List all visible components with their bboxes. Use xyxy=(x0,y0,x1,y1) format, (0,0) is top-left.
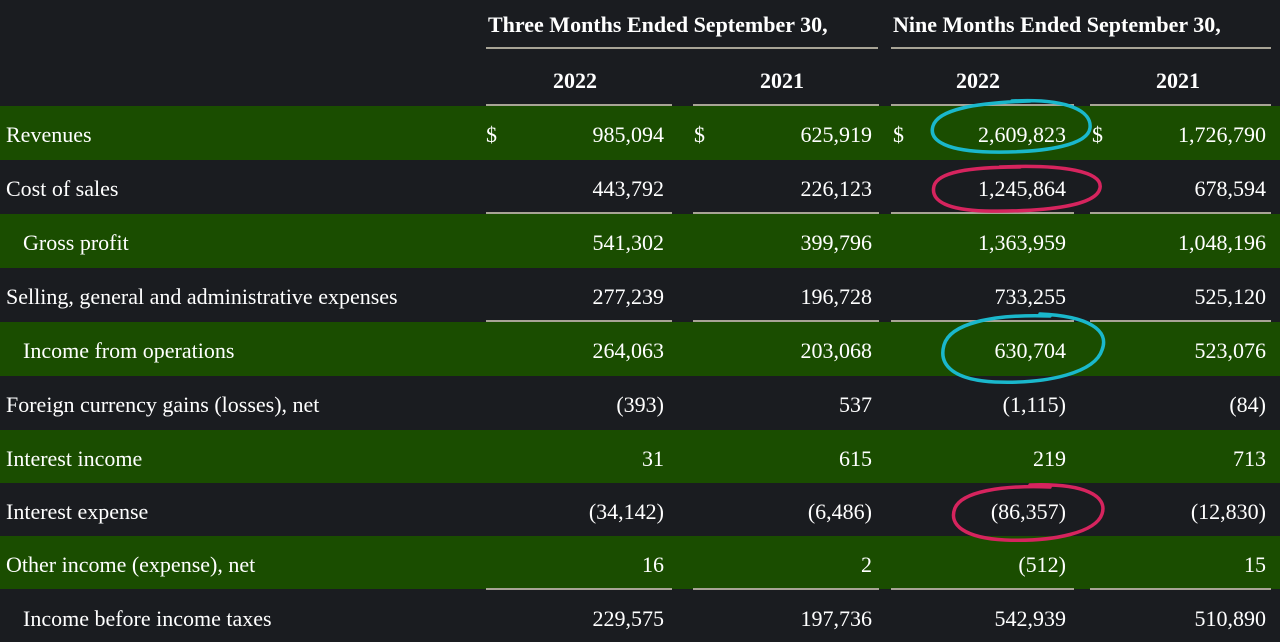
year-header-q-2022: 2022 xyxy=(553,68,597,93)
value-q-2022: 443,792 xyxy=(592,176,665,201)
value-nm-2022: 1,363,959 xyxy=(978,230,1066,255)
value-q-2022: (34,142) xyxy=(588,499,664,524)
currency-symbol: $ xyxy=(486,122,497,147)
value-nm-2022: 733,255 xyxy=(994,284,1067,309)
value-nm-2021: 1,048,196 xyxy=(1178,230,1266,255)
row-label: Foreign currency gains (losses), net xyxy=(6,392,320,417)
subtotal-rule-4 xyxy=(1090,212,1271,214)
value-nm-2022: 542,939 xyxy=(994,606,1067,631)
year-rule-1 xyxy=(486,104,672,106)
subtotal-rule-2 xyxy=(693,320,879,322)
value-q-2021: 615 xyxy=(839,446,872,471)
subtotal-rule-1 xyxy=(486,212,672,214)
table-row-income-from-operations: Income from operations 264,063 203,068 6… xyxy=(0,322,1280,376)
subtotal-rule-1 xyxy=(486,588,672,590)
value-q-2022: 985,094 xyxy=(592,122,665,147)
value-q-2022: 541,302 xyxy=(592,230,665,255)
table-row-revenues: Revenues $ 985,094 $ 625,919 $ 2,609,823… xyxy=(0,106,1280,160)
value-nm-2022: (86,357) xyxy=(990,499,1066,524)
table-row-foreign-currency: Foreign currency gains (losses), net (39… xyxy=(0,376,1280,430)
header-nine-months: Nine Months Ended September 30, xyxy=(893,12,1221,37)
header-rule-three-months xyxy=(486,47,878,49)
currency-symbol: $ xyxy=(694,122,705,147)
value-q-2021: 203,068 xyxy=(800,338,873,363)
year-header-q-2021: 2021 xyxy=(760,68,804,93)
value-q-2022: 229,575 xyxy=(592,606,665,631)
value-q-2021: (6,486) xyxy=(807,499,872,524)
table-row-sga: Selling, general and administrative expe… xyxy=(0,268,1280,322)
value-q-2021: 399,796 xyxy=(800,230,873,255)
table-row-interest-expense: Interest expense (34,142) (6,486) (86,35… xyxy=(0,483,1280,536)
value-nm-2021: 1,726,790 xyxy=(1178,122,1266,147)
currency-symbol: $ xyxy=(893,122,904,147)
year-rule-4 xyxy=(1090,104,1271,106)
subtotal-rule-3 xyxy=(891,212,1074,214)
value-q-2021: 196,728 xyxy=(800,284,873,309)
value-q-2022: 277,239 xyxy=(592,284,665,309)
table-row-other-income: Other income (expense), net 16 2 (512) 1… xyxy=(0,536,1280,589)
value-q-2022: 16 xyxy=(642,552,664,577)
value-q-2021: 537 xyxy=(839,392,872,417)
subtotal-rule-2 xyxy=(693,588,879,590)
year-header-nm-2021: 2021 xyxy=(1156,68,1200,93)
currency-symbol: $ xyxy=(1092,122,1103,147)
year-rule-2 xyxy=(693,104,879,106)
value-q-2021: 625,919 xyxy=(800,122,873,147)
subtotal-rule-2 xyxy=(693,212,879,214)
value-nm-2021: (12,830) xyxy=(1190,499,1266,524)
row-label: Other income (expense), net xyxy=(6,552,256,577)
subtotal-rule-3 xyxy=(891,588,1074,590)
value-nm-2022: 630,704 xyxy=(994,338,1067,363)
row-label: Income before income taxes xyxy=(23,606,272,631)
value-q-2022: 31 xyxy=(642,446,664,471)
subtotal-rule-1 xyxy=(486,320,672,322)
value-nm-2021: 15 xyxy=(1244,552,1266,577)
table-row-cost-of-sales: Cost of sales 443,792 226,123 1,245,864 … xyxy=(0,160,1280,214)
subtotal-rule-4 xyxy=(1090,588,1271,590)
subtotal-rule-4 xyxy=(1090,320,1271,322)
table-row-gross-profit: Gross profit 541,302 399,796 1,363,959 1… xyxy=(0,214,1280,268)
header-three-months: Three Months Ended September 30, xyxy=(488,12,828,37)
value-nm-2022: 1,245,864 xyxy=(978,176,1066,201)
row-label: Revenues xyxy=(6,122,92,147)
row-label: Income from operations xyxy=(23,338,235,363)
row-label: Interest expense xyxy=(6,499,149,524)
row-label: Cost of sales xyxy=(6,176,119,201)
year-header-nm-2022: 2022 xyxy=(956,68,1000,93)
value-nm-2022: 219 xyxy=(1033,446,1066,471)
value-q-2021: 197,736 xyxy=(800,606,873,631)
value-nm-2021: 525,120 xyxy=(1194,284,1267,309)
table-row-income-before-taxes: Income before income taxes 229,575 197,7… xyxy=(0,590,1280,642)
value-nm-2022: 2,609,823 xyxy=(978,122,1066,147)
value-nm-2021: (84) xyxy=(1229,392,1266,417)
value-q-2022: (393) xyxy=(616,392,664,417)
value-q-2022: 264,063 xyxy=(592,338,665,363)
row-label: Interest income xyxy=(6,446,143,471)
value-q-2021: 226,123 xyxy=(800,176,873,201)
value-nm-2022: (1,115) xyxy=(1002,392,1066,417)
row-label: Gross profit xyxy=(23,230,129,255)
value-nm-2021: 523,076 xyxy=(1194,338,1267,363)
value-nm-2021: 713 xyxy=(1233,446,1266,471)
table-row-interest-income: Interest income 31 615 219 713 xyxy=(0,430,1280,483)
value-nm-2021: 678,594 xyxy=(1194,176,1267,201)
header-rule-nine-months xyxy=(891,47,1271,49)
value-nm-2021: 510,890 xyxy=(1194,606,1267,631)
row-label: Selling, general and administrative expe… xyxy=(6,284,398,309)
value-nm-2022: (512) xyxy=(1018,552,1066,577)
value-q-2021: 2 xyxy=(861,552,872,577)
